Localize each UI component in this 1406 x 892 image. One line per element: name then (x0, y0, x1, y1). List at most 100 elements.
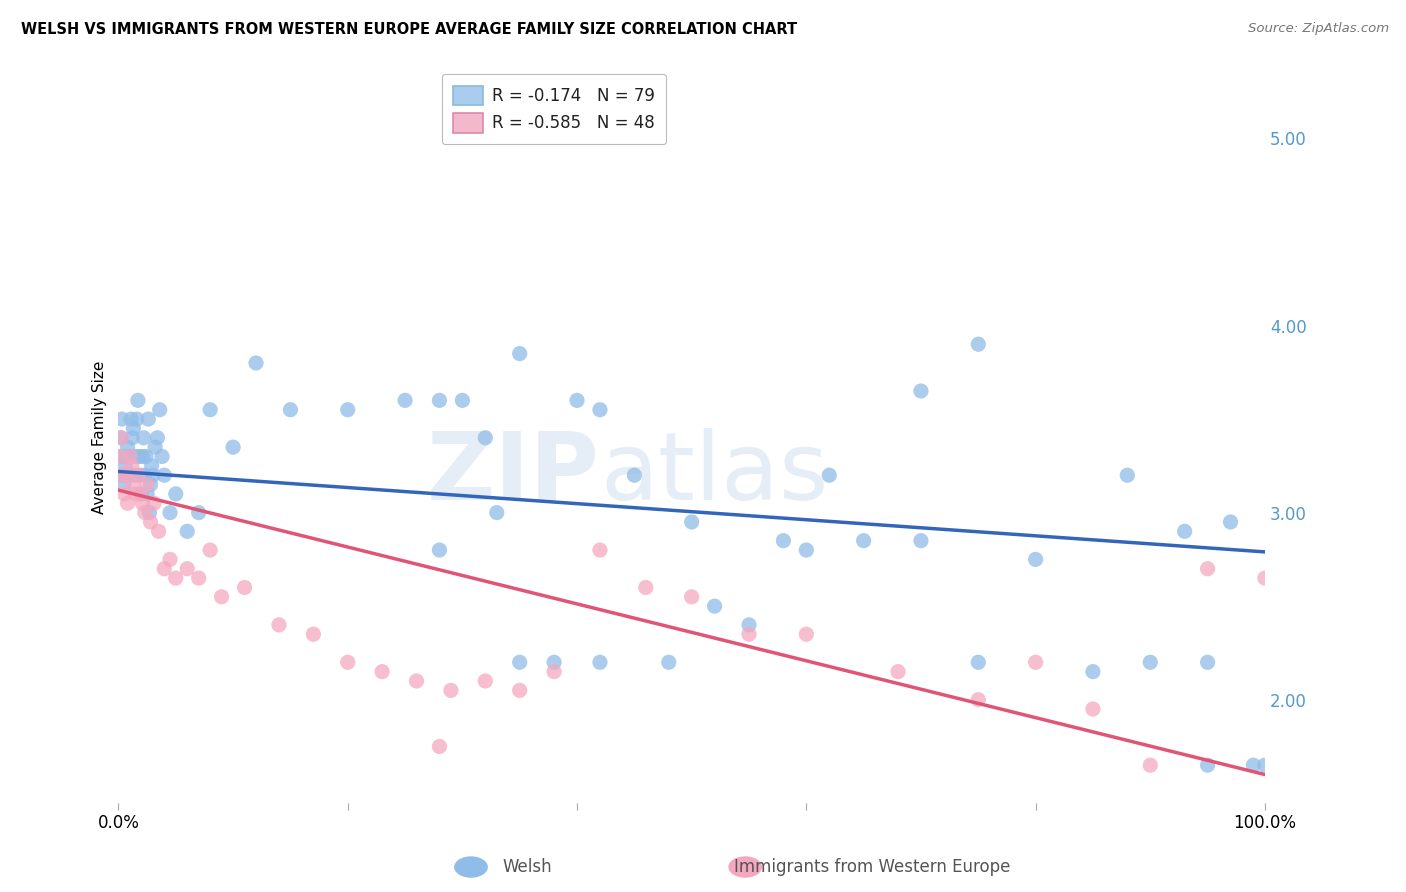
Point (108, 450, 131, 464)
Point (165, 571, 187, 585)
Point (211, 590, 233, 604)
Point (124, 487, 146, 501)
Point (121, 431, 143, 445)
Point (1254, 758, 1277, 772)
Point (118, 450, 141, 464)
Point (198, 402, 221, 417)
Point (1174, 524, 1197, 539)
Point (703, 599, 725, 614)
Point (136, 412, 159, 426)
Point (187, 571, 209, 585)
Point (1254, 571, 1277, 585)
Point (131, 487, 153, 501)
Point (131, 450, 153, 464)
Point (967, 337, 990, 351)
Point (165, 487, 187, 501)
Point (148, 524, 170, 539)
Point (153, 562, 176, 576)
Point (474, 431, 496, 445)
Point (176, 524, 198, 539)
Point (131, 496, 153, 510)
Point (135, 450, 157, 464)
Point (967, 692, 990, 706)
Point (852, 533, 875, 548)
Point (1081, 702, 1104, 716)
Point (129, 468, 152, 483)
Point (565, 393, 588, 408)
Point (142, 468, 165, 483)
Point (129, 487, 152, 501)
Point (429, 739, 451, 754)
Point (634, 581, 657, 595)
Point (772, 533, 794, 548)
Point (589, 543, 612, 558)
Point (134, 506, 156, 520)
Point (128, 450, 150, 464)
Point (121, 458, 143, 473)
Point (120, 412, 142, 426)
Point (1241, 758, 1264, 772)
Point (118, 450, 141, 464)
Point (112, 477, 135, 491)
Point (222, 440, 245, 454)
Point (149, 402, 172, 417)
Point (1025, 655, 1047, 669)
Point (115, 468, 138, 483)
Point (118, 468, 141, 483)
Point (141, 458, 163, 473)
Point (794, 627, 817, 641)
Point (111, 468, 134, 483)
Point (108, 450, 131, 464)
Point (451, 393, 474, 408)
Point (139, 515, 162, 529)
Point (139, 477, 162, 491)
Point (132, 431, 155, 445)
Point (1139, 655, 1161, 669)
Point (187, 506, 209, 520)
Point (176, 562, 198, 576)
Point (136, 487, 159, 501)
Text: Immigrants from Western Europe: Immigrants from Western Europe (734, 858, 1010, 876)
Point (117, 496, 139, 510)
Point (589, 655, 612, 669)
Point (159, 552, 181, 566)
Point (818, 468, 841, 483)
Point (1139, 758, 1161, 772)
Point (509, 346, 531, 360)
Point (110, 431, 132, 445)
Circle shape (728, 856, 762, 878)
Point (967, 655, 990, 669)
Point (1197, 758, 1219, 772)
Point (440, 683, 463, 698)
Point (198, 543, 221, 558)
Point (134, 468, 156, 483)
Text: ZIP: ZIP (427, 428, 600, 520)
Point (910, 384, 932, 398)
Point (146, 431, 169, 445)
Point (681, 515, 703, 529)
Point (110, 431, 132, 445)
Point (122, 477, 145, 491)
Point (405, 673, 427, 688)
Point (509, 683, 531, 698)
Point (124, 468, 146, 483)
Point (143, 496, 166, 510)
Point (117, 440, 139, 454)
Point (159, 506, 181, 520)
Point (124, 450, 146, 464)
Point (114, 458, 136, 473)
Point (138, 506, 160, 520)
Point (302, 627, 325, 641)
Point (1219, 515, 1241, 529)
Point (245, 356, 267, 370)
Point (122, 421, 145, 435)
Point (127, 393, 149, 408)
Point (429, 393, 451, 408)
Point (112, 468, 135, 483)
Point (1081, 665, 1104, 679)
Text: Source: ZipAtlas.com: Source: ZipAtlas.com (1249, 22, 1389, 36)
Y-axis label: Average Family Size: Average Family Size (93, 361, 107, 515)
Point (1197, 655, 1219, 669)
Point (1197, 562, 1219, 576)
Text: Welsh: Welsh (502, 858, 553, 876)
